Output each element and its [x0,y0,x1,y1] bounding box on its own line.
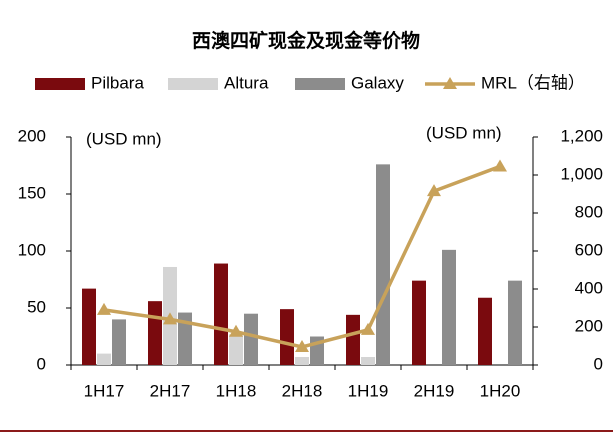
legend-label: Altura [224,73,269,92]
bar [376,164,390,365]
bar [442,249,456,365]
bar [178,312,192,365]
legend-swatch [35,78,85,90]
line-marker [295,339,309,352]
y-tick-label: 200 [18,126,46,145]
legend-label: Pilbara [91,73,144,92]
x-tick-label: 1H17 [84,381,125,400]
annotation: (USD mn) [426,123,502,142]
line-marker [97,302,111,315]
bar [361,357,375,365]
line-marker [163,312,177,325]
legend-label: MRL（右轴） [481,73,585,92]
y2-tick-label: 1,000 [560,164,603,183]
line-marker [361,322,375,335]
x-tick-label: 2H19 [414,381,455,400]
y-tick-label: 150 [18,183,46,202]
y-tick-label: 50 [27,297,46,316]
bar [478,297,492,365]
x-tick-label: 1H20 [480,381,521,400]
bar [508,280,522,365]
bar [244,313,258,365]
y2-tick-label: 400 [575,278,603,297]
bar [148,301,162,365]
y2-tick-label: 0 [594,354,603,373]
y2-tick-label: 1,200 [560,126,603,145]
annotation: (USD mn) [86,129,162,148]
bar [280,309,294,365]
line-marker [493,159,507,172]
x-tick-label: 2H17 [150,381,191,400]
line-marker [427,184,441,197]
line-marker [229,324,243,337]
bar [97,353,111,365]
bar [229,334,243,365]
bar [214,263,228,365]
bar [295,357,309,365]
bar [82,288,96,365]
y2-tick-label: 200 [575,316,603,335]
bar [346,314,360,365]
y2-tick-label: 800 [575,202,603,221]
x-tick-label: 1H18 [216,381,257,400]
x-tick-label: 2H18 [282,381,323,400]
x-tick-label: 1H19 [348,381,389,400]
legend-label: Galaxy [351,73,404,92]
bar [112,319,126,365]
legend-swatch [168,78,218,90]
line [103,164,501,349]
y2-tick-label: 600 [575,240,603,259]
y-tick-label: 100 [18,240,46,259]
bar [412,280,426,365]
legend-swatch [295,78,345,90]
legend-marker [443,77,457,89]
y-tick-label: 0 [37,354,46,373]
chart-title: 西澳四矿现金及现金等价物 [192,29,420,52]
